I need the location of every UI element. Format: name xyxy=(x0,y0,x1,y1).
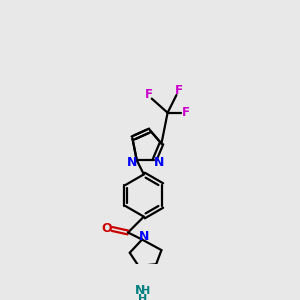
Text: N: N xyxy=(135,284,146,297)
Text: N: N xyxy=(139,230,149,242)
Text: N: N xyxy=(127,156,138,170)
Text: F: F xyxy=(175,84,183,97)
Text: O: O xyxy=(101,223,112,236)
Text: F: F xyxy=(145,88,153,101)
Text: H: H xyxy=(138,294,148,300)
Polygon shape xyxy=(132,266,139,284)
Text: F: F xyxy=(182,106,190,119)
Text: N: N xyxy=(154,156,164,170)
Text: H: H xyxy=(141,286,150,296)
